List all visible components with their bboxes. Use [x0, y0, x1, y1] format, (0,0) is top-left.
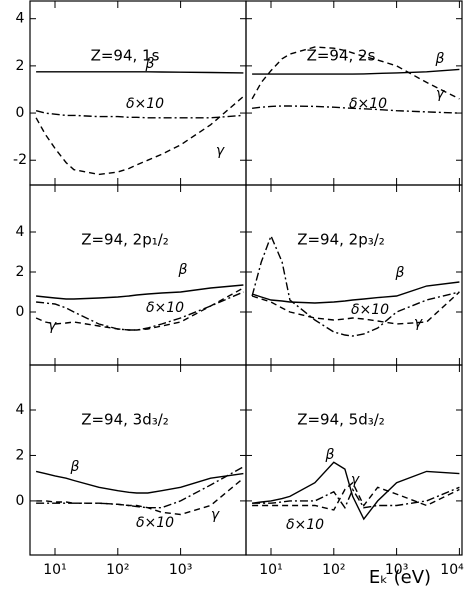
- series-line: [251, 46, 460, 100]
- x-axis-label: Eₖ (eV): [369, 567, 431, 588]
- series-label: γ: [48, 318, 57, 334]
- series-label: δ×10: [349, 96, 387, 112]
- series-label: δ×10: [136, 515, 174, 531]
- series-line: [35, 287, 244, 331]
- series-line: [252, 461, 460, 521]
- panel-title: Z=94, 3d₃/₂: [81, 411, 169, 429]
- series-line: [251, 291, 460, 325]
- x-tick-label: 10³: [169, 562, 192, 578]
- panel-title: Z=94, 2p₃/₂: [297, 231, 385, 249]
- series-line: [36, 477, 244, 516]
- y-tick-label: 4: [16, 11, 25, 27]
- panel-title: Z=94, 2s: [307, 47, 376, 65]
- series-line: [252, 481, 460, 511]
- y-tick-label: 2: [16, 447, 25, 463]
- series-label: δ×10: [286, 517, 324, 533]
- series-line: [35, 470, 244, 494]
- series-line: [252, 486, 460, 510]
- y-tick-label: -2: [13, 152, 27, 168]
- y-tick-label: 4: [16, 224, 25, 240]
- series-line: [35, 110, 244, 119]
- x-tick-label: 10¹: [43, 562, 66, 578]
- panel-title: Z=94, 2p₁/₂: [81, 231, 169, 249]
- panel-title: Z=94, 1s: [91, 47, 160, 65]
- panel-frame: [245, 184, 463, 366]
- y-tick-label: 0: [16, 105, 25, 121]
- series-label: β: [435, 51, 445, 67]
- panel-title: Z=94, 5d₃/₂: [297, 411, 385, 429]
- series-label: γ: [211, 507, 220, 523]
- series-line: [252, 105, 460, 114]
- x-tick-label: 10²: [106, 562, 129, 578]
- series-line: [36, 466, 244, 509]
- series-line: [252, 68, 460, 75]
- series-label: γ: [351, 472, 360, 488]
- panel-frame: [245, 0, 463, 186]
- series-label: δ×10: [146, 300, 184, 316]
- y-tick-label: 0: [16, 304, 25, 320]
- series-line: [251, 281, 460, 304]
- series-label: γ: [436, 86, 445, 102]
- series-label: δ×10: [126, 96, 164, 112]
- series-line: [36, 291, 244, 331]
- x-tick-label: 10³: [385, 562, 408, 578]
- series-line: [251, 234, 460, 337]
- series-label: β: [395, 265, 405, 281]
- series-label: β: [325, 447, 335, 463]
- series-label: γ: [216, 143, 225, 159]
- x-tick-label: 10²: [322, 562, 345, 578]
- panel-frame: [29, 0, 247, 186]
- x-tick-label: 10¹: [259, 562, 282, 578]
- series-label: β: [145, 56, 155, 72]
- series-label: γ: [414, 315, 423, 331]
- y-tick-label: 2: [16, 58, 25, 74]
- y-tick-label: 0: [16, 493, 25, 509]
- y-tick-label: 4: [16, 402, 25, 418]
- x-tick-label: 10⁴: [440, 562, 464, 578]
- panel-frame: [245, 364, 463, 556]
- series-line: [35, 95, 244, 176]
- series-line: [36, 284, 244, 300]
- series-label: β: [178, 262, 188, 278]
- panel-frame: [29, 184, 247, 366]
- series-line: [36, 71, 244, 74]
- series-label: δ×10: [351, 302, 389, 318]
- series-label: β: [70, 459, 80, 475]
- y-tick-label: 2: [16, 264, 25, 280]
